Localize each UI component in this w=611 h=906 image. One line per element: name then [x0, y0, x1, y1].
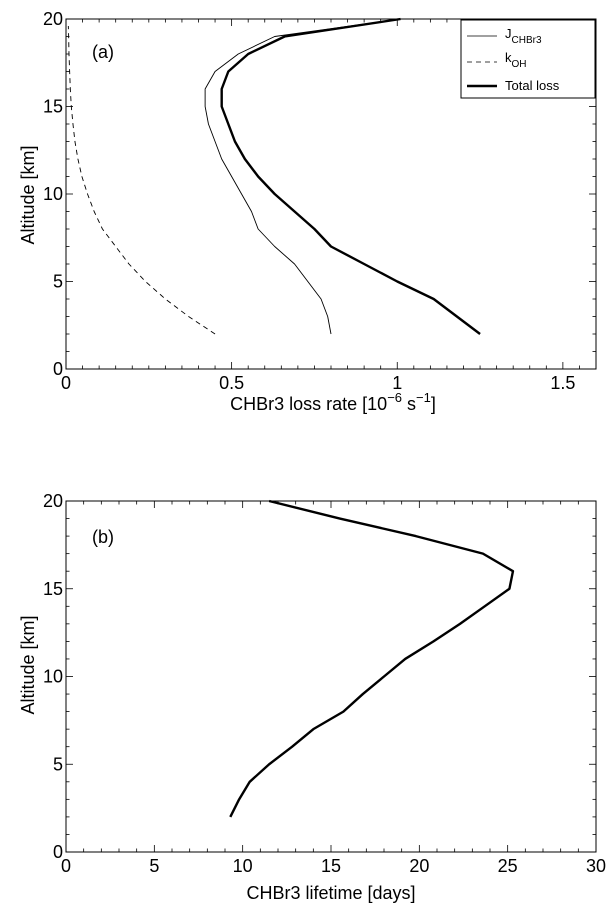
y-tick-label: 0	[53, 359, 63, 379]
x-axis-title-a-exp1: −6	[387, 390, 402, 405]
legend-label-j-sub: CHBr3	[512, 35, 542, 46]
y-tick-label: 20	[43, 491, 63, 511]
x-axis-title-b: CHBr3 lifetime [days]	[246, 883, 415, 903]
legend-label-total: Total loss	[505, 78, 560, 93]
x-axis-title-a: CHBr3 loss rate [10−6 s−1]	[230, 390, 436, 414]
series-line-b-0	[229, 499, 515, 818]
y-tick-label: 15	[43, 97, 63, 117]
plot-area-b	[65, 500, 597, 853]
y-axis-title-a: Altitude [km]	[18, 145, 38, 244]
x-axis-title-a-end: ]	[431, 394, 436, 414]
y-tick-labels-a: 0 5 10 15 20	[43, 9, 63, 379]
panel-label-a: (a)	[92, 42, 114, 62]
y-axis-title-b: Altitude [km]	[18, 615, 38, 714]
legend-label-k-main: k	[505, 50, 512, 65]
legend: JCHBr3 kOH Total loss	[460, 19, 596, 99]
series-group-b	[229, 499, 515, 818]
x-tick-label: 5	[149, 856, 159, 876]
y-tick-label: 10	[43, 184, 63, 204]
series-group-a	[67, 17, 481, 335]
x-tick-label: 1.5	[550, 373, 575, 393]
series-line-a-1	[67, 25, 216, 335]
y-tick-labels-b: 0 5 10 15 20	[43, 491, 63, 862]
x-tick-label: 15	[321, 856, 341, 876]
legend-label-j: JCHBr3	[505, 26, 542, 46]
legend-label-k-sub: OH	[512, 59, 527, 70]
x-tick-label: 0	[61, 856, 71, 876]
y-tick-label: 0	[53, 842, 63, 862]
x-tick-label: 1	[392, 373, 402, 393]
legend-label-k: kOH	[505, 50, 527, 70]
legend-label-j-main: J	[505, 26, 512, 41]
y-tick-label: 5	[53, 754, 63, 774]
x-axis-title-a-exp2: −1	[416, 390, 431, 405]
minor-ticks-b	[65, 500, 597, 853]
y-tick-label: 20	[43, 9, 63, 29]
x-tick-label: 30	[586, 856, 606, 876]
panel-label-b: (b)	[92, 527, 114, 547]
y-tick-label: 5	[53, 272, 63, 292]
x-axis-title-a-main: CHBr3 loss rate [10	[230, 394, 387, 414]
x-tick-labels-a: 0 0.5 1 1.5	[61, 373, 575, 393]
x-tick-label: 25	[498, 856, 518, 876]
x-tick-label: 0.5	[219, 373, 244, 393]
x-tick-labels-b: 0 5 10 15 20 25 30	[61, 856, 606, 876]
x-tick-label: 0	[61, 373, 71, 393]
chart-panel-a: 0 0.5 1 1.5 0 5 10 15 20 (a) Altitude [km] CHBr…	[18, 9, 597, 414]
x-tick-label: 20	[409, 856, 429, 876]
x-tick-label: 10	[233, 856, 253, 876]
series-line-a-2	[220, 17, 481, 335]
y-tick-label: 15	[43, 579, 63, 599]
y-tick-label: 10	[43, 667, 63, 687]
x-axis-title-a-mid: s	[402, 394, 416, 414]
series-line-a-0	[204, 18, 401, 335]
